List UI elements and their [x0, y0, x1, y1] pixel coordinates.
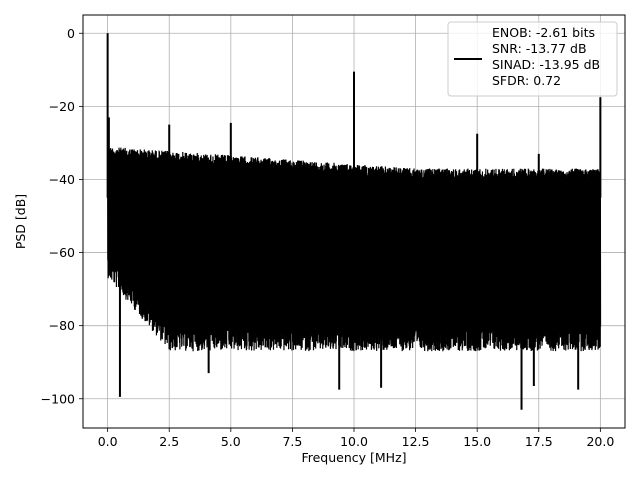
psd-series [106, 33, 602, 410]
legend: ENOB: -2.61 bits SNR: -13.77 dB SINAD: -… [447, 21, 618, 97]
x-axis-ticks: 0.0 2.5 5.0 7.5 10.0 12.5 15.0 17.5 20.0 [98, 428, 614, 449]
y-tick-label: −80 [49, 318, 75, 333]
y-tick-label: −20 [49, 99, 75, 114]
x-tick-label: 2.5 [159, 434, 179, 449]
legend-entry-enob: ENOB: -2.61 bits [492, 25, 595, 40]
x-tick-label: 5.0 [221, 434, 241, 449]
x-tick-label: 12.5 [402, 434, 430, 449]
x-tick-label: 7.5 [282, 434, 302, 449]
legend-entry-sinad: SINAD: -13.95 dB [492, 57, 600, 72]
y-tick-label: −100 [41, 391, 75, 406]
y-tick-label: −60 [49, 245, 75, 260]
legend-entry-snr: SNR: -13.77 dB [492, 41, 587, 56]
legend-entry-sfdr: SFDR: 0.72 [492, 73, 561, 88]
y-axis-label: PSD [dB] [13, 194, 28, 249]
x-tick-label: 17.5 [525, 434, 553, 449]
legend-box [447, 21, 618, 97]
x-tick-label: 20.0 [586, 434, 614, 449]
x-tick-label: 0.0 [98, 434, 118, 449]
x-axis-label: Frequency [MHz] [301, 450, 406, 465]
x-tick-label: 15.0 [463, 434, 491, 449]
y-tick-label: 0 [67, 26, 75, 41]
x-tick-label: 10.0 [340, 434, 368, 449]
psd-noise-trace [107, 147, 602, 352]
y-tick-label: −40 [49, 172, 75, 187]
y-axis-ticks: 0 −20 −40 −60 −80 −100 [41, 26, 83, 406]
